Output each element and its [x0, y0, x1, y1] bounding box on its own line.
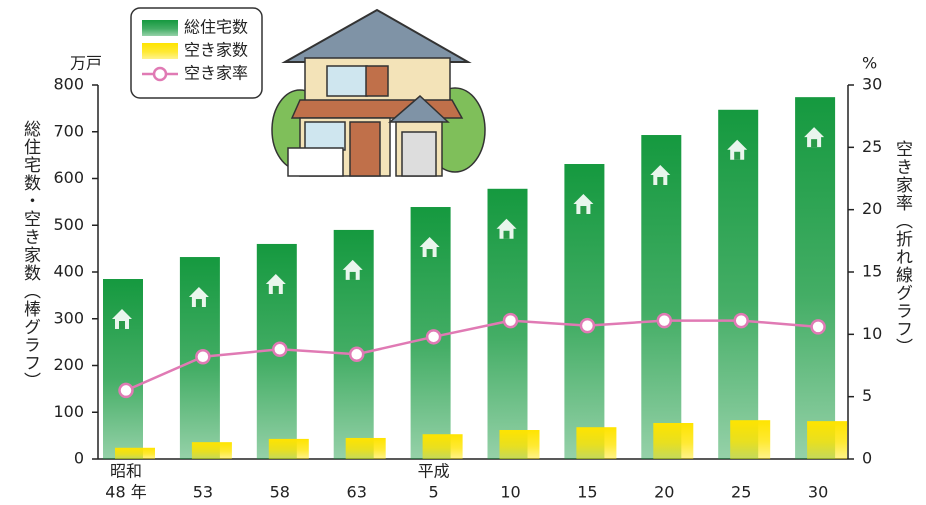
legend-label: 総住宅数 [184, 18, 248, 37]
line-marker [350, 348, 363, 361]
bar [807, 421, 847, 459]
legend-swatch [142, 43, 178, 59]
bar [115, 448, 155, 459]
line-marker [812, 320, 825, 333]
bar [795, 97, 835, 459]
line-marker [196, 350, 209, 363]
house-icon-door [580, 206, 586, 214]
y2-tick-label: 25 [862, 137, 882, 156]
x-tick-label: 58 [270, 483, 290, 502]
y-axis-title: 総住宅数・空き家数（棒グラフ） [20, 120, 41, 390]
house-icon-door [350, 272, 356, 280]
house-icon-door [427, 249, 433, 257]
x-tick-label: 5 [429, 483, 439, 502]
house-icon-door [119, 321, 125, 329]
y-tick-label: 100 [53, 402, 84, 421]
y-tick-label: 700 [53, 121, 84, 140]
y2-unit: % [862, 54, 877, 73]
house-icon-door [811, 139, 817, 147]
bar [718, 110, 758, 459]
y-tick-label: 200 [53, 355, 84, 374]
house-icon-door [273, 286, 279, 294]
line-marker [504, 314, 517, 327]
y-tick-label: 500 [53, 215, 84, 234]
line-marker [658, 314, 671, 327]
y-tick-label: 600 [53, 168, 84, 187]
bar [653, 423, 693, 459]
bar [423, 434, 463, 459]
x-tick-label: 53 [193, 483, 213, 502]
y2-tick-label: 30 [862, 75, 882, 94]
house-icon-door [734, 152, 740, 160]
y-tick-label: 400 [53, 262, 84, 281]
x-era-label: 平成 [418, 462, 450, 481]
house-icon-door [196, 299, 202, 307]
legend-swatch-marker [154, 68, 166, 80]
y2-tick-label: 5 [862, 386, 872, 405]
bar [500, 430, 540, 459]
house-illustration [272, 10, 485, 176]
line-marker [735, 314, 748, 327]
bar [576, 427, 616, 459]
y2-tick-label: 15 [862, 262, 882, 281]
chart: 万戸 % 総住宅数・空き家数（棒グラフ） 空き家率（折れ線グラフ） 010020… [0, 0, 926, 505]
line-marker [581, 319, 594, 332]
line-marker [273, 343, 286, 356]
y2-tick-label: 10 [862, 324, 882, 343]
y2-tick-label: 0 [862, 449, 872, 468]
y2-axis-title: 空き家率（折れ線グラフ） [892, 140, 913, 356]
line-marker [120, 384, 133, 397]
x-tick-label: 20 [654, 483, 674, 502]
y2-tick-label: 20 [862, 199, 882, 218]
y-tick-label: 800 [53, 75, 84, 94]
x-tick-label: 10 [500, 483, 520, 502]
bar [346, 438, 386, 459]
y-tick-label: 0 [74, 449, 84, 468]
legend-label: 空き家率 [184, 64, 248, 83]
x-tick-label: 63 [347, 483, 367, 502]
line-marker [427, 330, 440, 343]
legend-swatch [142, 20, 178, 36]
y-tick-label: 300 [53, 308, 84, 327]
legend-label: 空き家数 [184, 41, 248, 60]
y-unit: 万戸 [70, 54, 102, 73]
line [126, 321, 818, 391]
house-icon-door [657, 177, 663, 185]
x-tick-label: 15 [577, 483, 597, 502]
x-era-label: 昭和 [110, 462, 142, 481]
x-tick-label: 30 [808, 483, 828, 502]
bar [192, 442, 232, 459]
bar [730, 420, 770, 459]
bar [103, 279, 143, 459]
x-tick-label: 25 [731, 483, 751, 502]
house-icon-door [504, 231, 510, 239]
bar [269, 439, 309, 459]
x-tick-label: 48 年 [105, 483, 146, 502]
